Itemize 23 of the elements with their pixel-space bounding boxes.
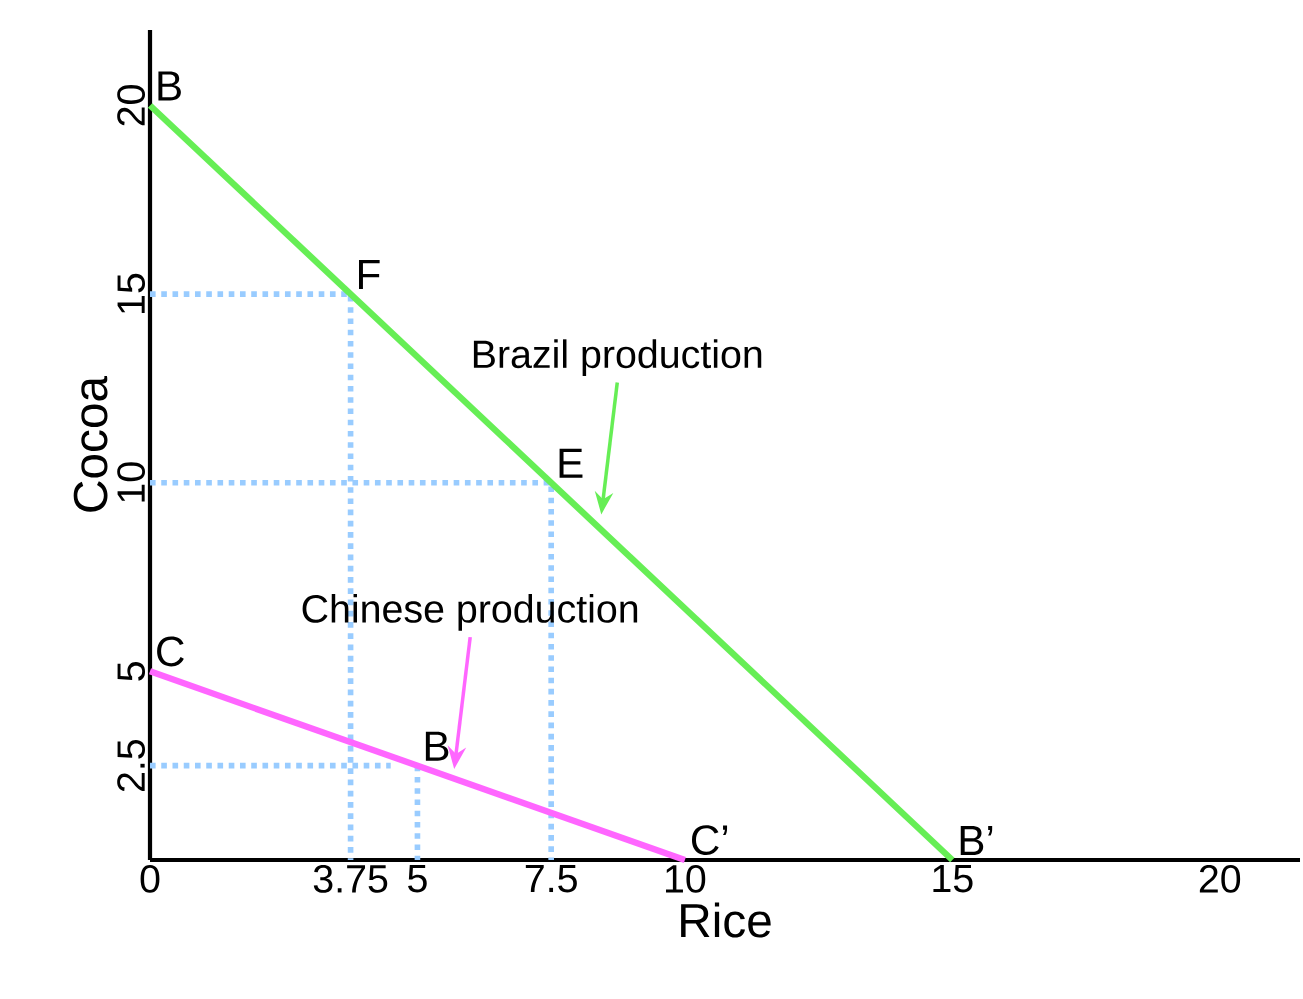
annotation: B’	[960, 826, 993, 856]
x-tick-label: 15	[933, 864, 973, 893]
y-tick-label: 15	[117, 273, 146, 313]
annotation: F	[359, 260, 380, 290]
y-tick-label: 20	[117, 85, 146, 126]
x-axis-title: Rice	[681, 902, 771, 938]
annotation: C	[157, 636, 184, 667]
annotation: B	[425, 731, 449, 761]
x-tick-label: 0	[140, 864, 160, 893]
annotation: B	[158, 71, 181, 101]
annotation: E	[559, 448, 583, 478]
y-axis-title: Cocoa	[73, 375, 108, 512]
x-tick-label: 5	[408, 864, 427, 893]
series-label: Brazil production	[473, 339, 762, 376]
y-tick-label: 5	[117, 662, 146, 681]
text: Chinese production	[302, 593, 638, 631]
y-tick-label: 10	[117, 462, 146, 502]
annotation: C’	[692, 825, 728, 856]
x-tick-label: 10	[665, 864, 706, 893]
y-tick-label: 2.5	[117, 739, 146, 792]
x-tick-label: 7.5	[525, 864, 577, 893]
x-tick-label: 20	[1199, 864, 1241, 893]
x-tick-label: 3.75	[313, 864, 388, 893]
